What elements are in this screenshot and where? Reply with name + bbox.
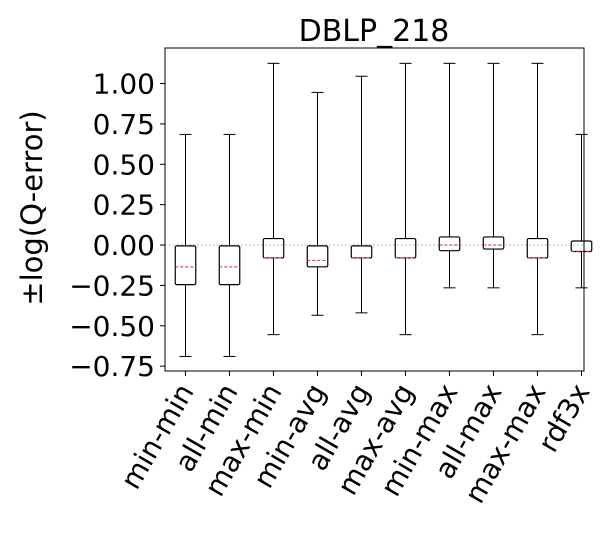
box-max-max [526, 62, 549, 336]
box-all-max [482, 62, 505, 289]
y-tick-label: 0.00 [93, 229, 155, 262]
y-axis-ticks: −0.75 −0.50 −0.25 0.00 0.25 0.50 0.75 1.00 [69, 68, 165, 383]
box-iqr [262, 237, 285, 259]
box-min-max [438, 62, 461, 289]
box-iqr [570, 240, 593, 253]
box-min-min [174, 133, 197, 357]
box-rdf3x [570, 133, 593, 289]
box-max-min [262, 62, 285, 336]
y-tick-label: 0.25 [93, 189, 155, 222]
box-iqr [482, 236, 505, 250]
box-iqr [218, 245, 241, 286]
y-tick-label: 0.75 [93, 108, 155, 141]
y-tick-label: 0.50 [93, 148, 155, 181]
box-min-avg [306, 91, 329, 316]
box-max-avg [394, 62, 417, 336]
box-iqr [394, 237, 417, 259]
box-iqr [438, 236, 461, 252]
chart-title: DBLP_218 [299, 14, 450, 49]
x-axis-ticks: min-minall-minmax-minmin-avgall-avgmax-a… [114, 371, 597, 509]
box-iqr [350, 245, 373, 259]
box-all-avg [350, 75, 373, 314]
y-axis-label: ±log(Q-error) [15, 110, 49, 305]
box-all-min [218, 133, 241, 357]
y-tick-label: −0.75 [69, 350, 155, 383]
plot-frame [164, 47, 585, 372]
y-tick-label: −0.25 [69, 269, 155, 302]
box-iqr [526, 237, 549, 259]
box-iqr [174, 245, 197, 286]
box-iqr [306, 245, 329, 268]
y-tick-label: −0.50 [69, 310, 155, 343]
boxplot-series [174, 62, 593, 357]
y-tick-label: 1.00 [93, 68, 155, 101]
